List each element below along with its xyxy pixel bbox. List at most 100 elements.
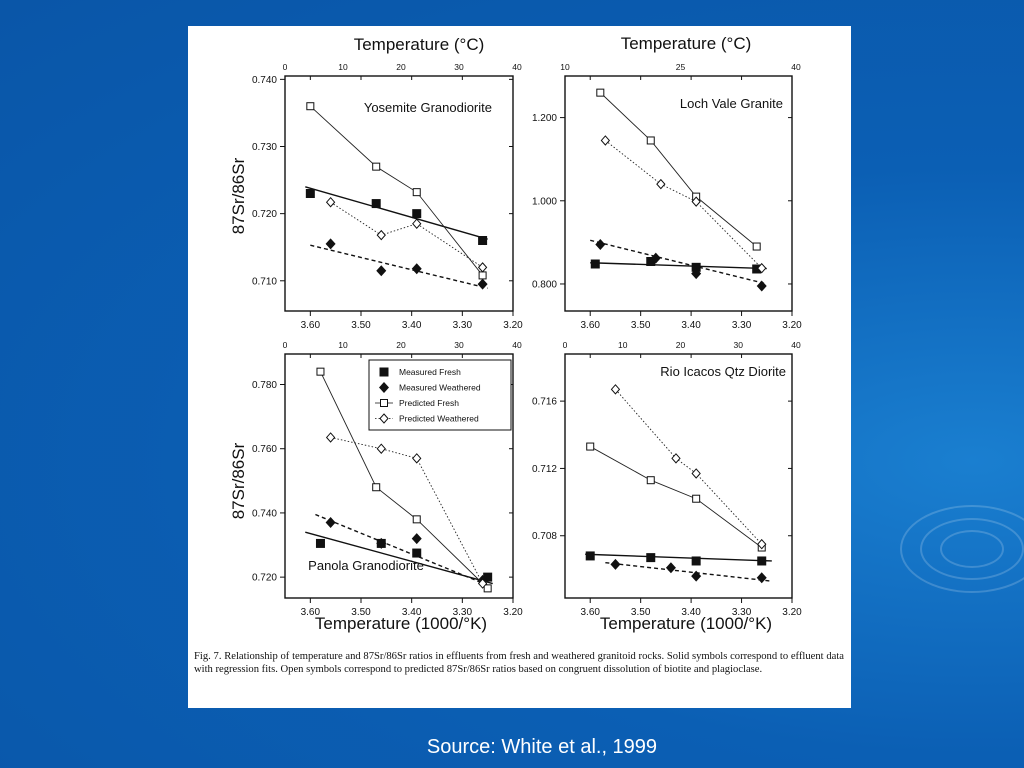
plot-3-fit-line xyxy=(315,513,488,586)
plot-4-series-line xyxy=(615,389,763,545)
plot-1-x-tick-label: 3.30 xyxy=(453,320,473,331)
plot-2-point xyxy=(691,268,702,280)
plot-3-x-tick-label: 3.40 xyxy=(402,607,422,618)
plot-4-fit-line xyxy=(585,553,772,562)
plot-1-y-tick-label: 0.710 xyxy=(252,276,277,287)
plot-4-y-tick-label: 0.708 xyxy=(532,531,557,542)
plot-3-point xyxy=(411,533,422,545)
plot-4-point xyxy=(691,556,701,566)
plot-2-point xyxy=(656,178,666,190)
plot-1-y-tick-label: 0.740 xyxy=(252,75,277,86)
plot-3-point xyxy=(376,537,387,549)
plot-4-top-tick-label: 40 xyxy=(791,340,801,350)
plot-1-fit-line xyxy=(310,244,488,289)
plot-1-point xyxy=(325,196,336,208)
plot-2-point xyxy=(757,262,767,274)
plot-2-fit-line xyxy=(590,262,767,270)
top-axis-title-left: Temperature (°C) xyxy=(354,35,485,54)
plot-4-point xyxy=(691,468,701,479)
plot-1-point xyxy=(325,238,336,250)
plot-2-point xyxy=(650,252,661,264)
plot-4-point xyxy=(585,551,595,561)
plot-4-point xyxy=(586,442,595,451)
plot-1-series-line xyxy=(330,201,483,268)
legend-marker xyxy=(379,367,389,377)
plot-2-x-tick-label: 3.50 xyxy=(631,320,651,331)
plot-4-point xyxy=(757,556,767,566)
plot-1-top-tick-label: 0 xyxy=(283,62,288,72)
plot-2-point xyxy=(590,259,600,269)
plot-1-y-tick-label: 0.720 xyxy=(252,209,277,220)
plot-1-fit-line xyxy=(305,186,488,240)
plot-1-frame xyxy=(284,75,514,312)
plot-3-x-tick-label: 3.30 xyxy=(453,607,473,618)
plot-4-point xyxy=(610,384,621,395)
plot-2-y-tick-label: 1.000 xyxy=(532,196,557,207)
plot-3-top-tick-label: 40 xyxy=(512,340,522,350)
figure-panel: 3.60 3.50 3.40 3.30 3.20 0.710 0.720 0.730 0.740… xyxy=(188,26,851,708)
plot-4-y-tick-label: 0.716 xyxy=(532,397,557,408)
bottom-axis-title-right: Temperature (1000/°K) xyxy=(600,614,772,633)
plot-3-x-tick-label: 3.60 xyxy=(301,607,321,618)
plot-4-x-tick-label: 3.40 xyxy=(681,607,701,618)
plot-2-point xyxy=(691,262,701,272)
plot-4-x-tick-label: 3.20 xyxy=(782,607,802,618)
plot-2-point xyxy=(646,136,655,145)
figure-caption: Fig. 7. Relationship of temperature and … xyxy=(194,651,844,675)
plot-4-point xyxy=(665,562,676,574)
plot-2-x-tick-label: 3.40 xyxy=(681,320,701,331)
plot-3-series-line xyxy=(330,437,483,584)
plot-1-point xyxy=(305,189,315,198)
plot-3-point xyxy=(483,584,492,593)
legend-label: Measured Weathered xyxy=(399,383,481,393)
plot-4-x-tick-label: 3.60 xyxy=(580,607,600,618)
plot-1-point xyxy=(477,278,488,290)
plot-3-frame xyxy=(284,353,514,599)
plot-3-point xyxy=(316,367,325,376)
plot-2-series-line xyxy=(600,92,757,247)
plot-4-x-tick-label: 3.30 xyxy=(732,607,752,618)
plot-3-top-tick-label: 0 xyxy=(283,340,288,350)
plot-3-top-tick-label: 30 xyxy=(454,340,464,350)
plot-1-point xyxy=(306,102,315,111)
plot-4-x-tick-label: 3.50 xyxy=(631,607,651,618)
legend-label: Predicted Fresh xyxy=(399,398,459,408)
plot-4-point xyxy=(671,453,681,464)
plot-3-series-line xyxy=(320,371,488,589)
plot-3-point xyxy=(412,453,422,464)
plot-1-point xyxy=(411,263,422,275)
plot-1-x-tick-label: 3.60 xyxy=(301,320,321,331)
plot-2-top-tick-label: 40 xyxy=(791,62,801,72)
plot-4-series-line xyxy=(590,446,763,548)
plot-3-point xyxy=(325,432,336,443)
plot-3-point xyxy=(477,578,488,589)
bottom-axis-title-left: Temperature (1000/°K) xyxy=(315,614,487,633)
plot-2-series-line xyxy=(605,140,763,269)
plot-3-y-tick-label: 0.760 xyxy=(252,444,277,455)
legend-label: Measured Fresh xyxy=(399,367,461,377)
plot-3-title: Panola Granodiorite xyxy=(308,558,424,573)
plot-3-y-tick-label: 0.720 xyxy=(252,573,277,584)
plot-1-top-tick-label: 30 xyxy=(454,62,464,72)
plot-4-y-tick-label: 0.712 xyxy=(532,464,557,475)
plot-4-top-tick-label: 0 xyxy=(563,340,568,350)
plot-1-top-tick-label: 20 xyxy=(396,62,406,72)
plot-4-point xyxy=(610,558,621,570)
plot-2-fit-line xyxy=(590,239,767,285)
plot-1-top-tick-label: 10 xyxy=(338,62,348,72)
plot-3-y-tick-label: 0.780 xyxy=(252,380,277,391)
plot-3-fit-line xyxy=(305,531,493,585)
plot-4-point xyxy=(757,538,767,550)
plot-2-point xyxy=(752,242,761,251)
plot-3-x-tick-label: 3.20 xyxy=(503,607,523,618)
plot-2-point xyxy=(691,196,701,207)
plot-1-point xyxy=(371,199,381,209)
plot-2-x-tick-label: 3.60 xyxy=(580,320,600,331)
plot-2-x-tick-label: 3.30 xyxy=(732,320,752,331)
y-axis-title-top: 87Sr/86Sr xyxy=(229,157,248,234)
plot-2-point xyxy=(646,257,656,267)
plot-3-point xyxy=(376,443,386,454)
top-axis-title-right: Temperature (°C) xyxy=(621,34,752,53)
plot-2-point xyxy=(596,88,605,97)
plot-1-point xyxy=(412,218,422,229)
